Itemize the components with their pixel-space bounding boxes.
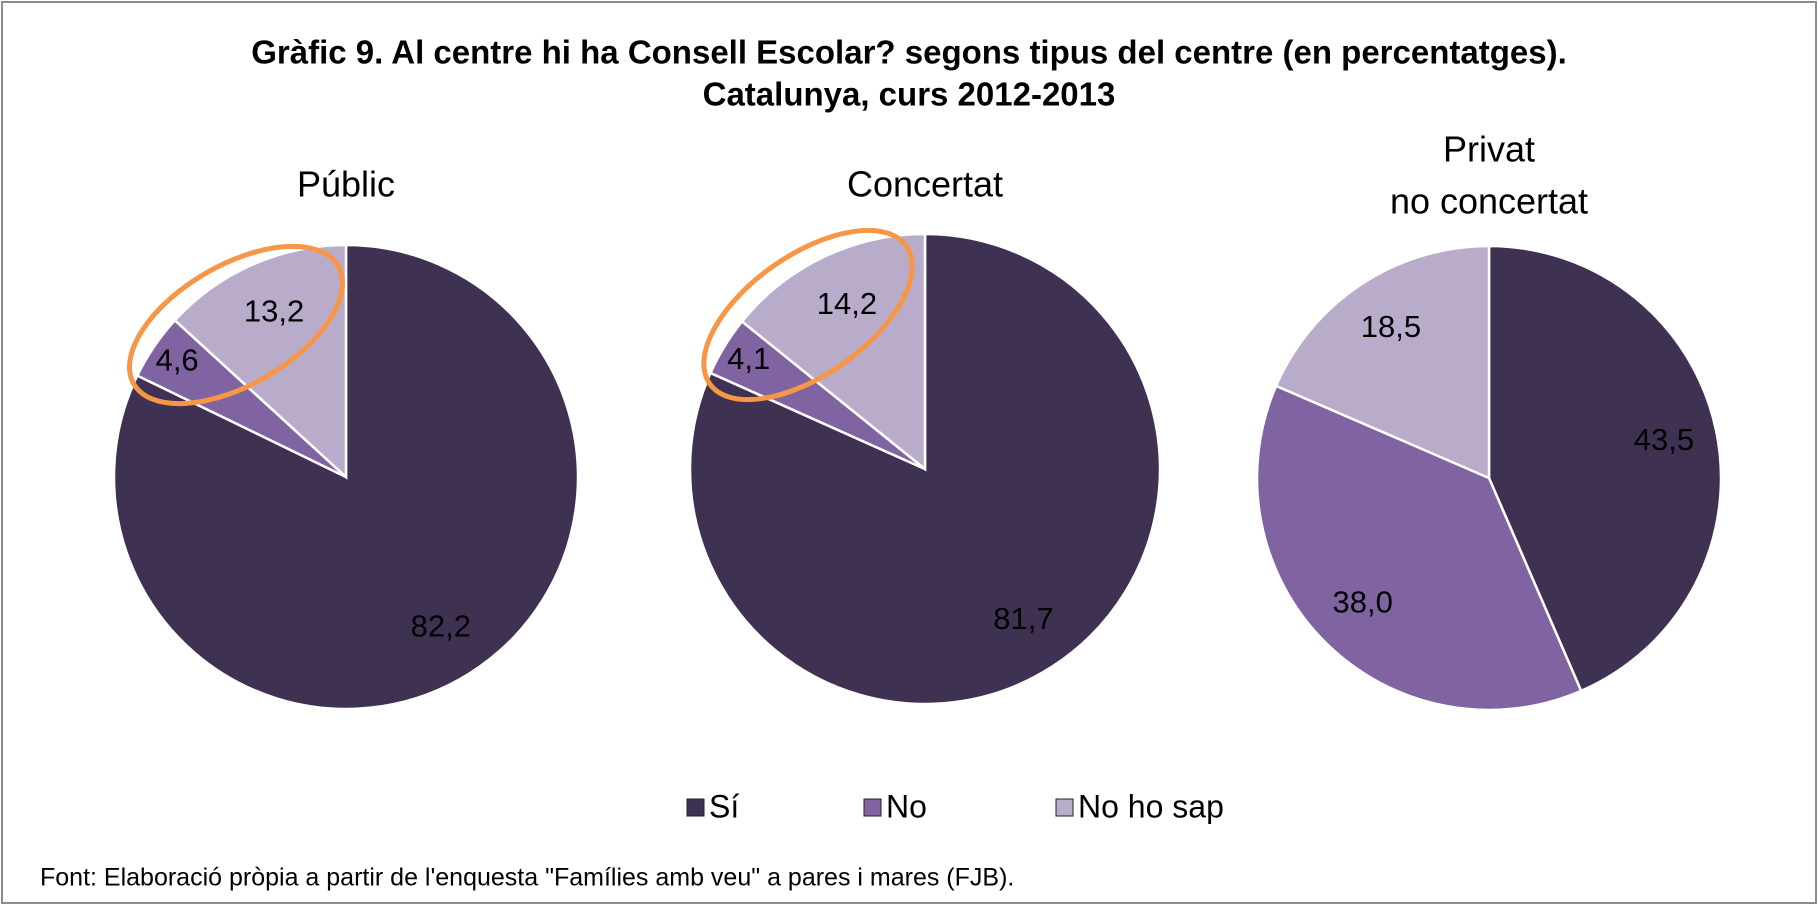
- data-label: 82,2: [411, 609, 471, 644]
- data-label: 43,5: [1634, 422, 1694, 457]
- data-label: 14,2: [817, 286, 877, 321]
- pie-title: Públic: [297, 164, 395, 205]
- pie-slice: [173, 243, 348, 480]
- pies: 82,2 4,6 13,2 81,7 4,1 14,2 43,5 38,0 18,5: [112, 232, 1723, 712]
- data-label: 38,0: [1333, 585, 1393, 620]
- pie-title: Privat: [1443, 129, 1535, 170]
- data-label: 4,1: [727, 341, 770, 376]
- pie-slice: [1255, 384, 1583, 712]
- highlight-ellipse: [126, 243, 346, 407]
- chart-subtitle: Catalunya, curs 2012-2013: [703, 76, 1116, 113]
- legend-label: No ho sap: [1078, 788, 1224, 824]
- data-label: 13,2: [244, 294, 304, 329]
- legend-swatch: [1055, 798, 1074, 817]
- pie-title: no concertat: [1390, 181, 1588, 222]
- pie-title: Concertat: [847, 164, 1003, 205]
- data-label: 4,6: [156, 342, 199, 377]
- legend-label: No: [886, 788, 927, 824]
- highlight-ellipse: [701, 227, 915, 403]
- chart-title: Gràfic 9. Al centre hi ha Consell Escola…: [251, 34, 1567, 71]
- legend-swatch: [863, 798, 882, 817]
- pie-slice: [740, 232, 927, 472]
- data-label: 81,7: [993, 601, 1053, 636]
- pie-slice: [1274, 244, 1491, 480]
- pie-slice: [1487, 244, 1723, 693]
- legend-swatch: [686, 798, 705, 817]
- legend-label: Sí: [709, 788, 739, 824]
- data-label: 18,5: [1361, 309, 1421, 344]
- source-note: Font: Elaboració pròpia a partir de l'en…: [40, 864, 1014, 892]
